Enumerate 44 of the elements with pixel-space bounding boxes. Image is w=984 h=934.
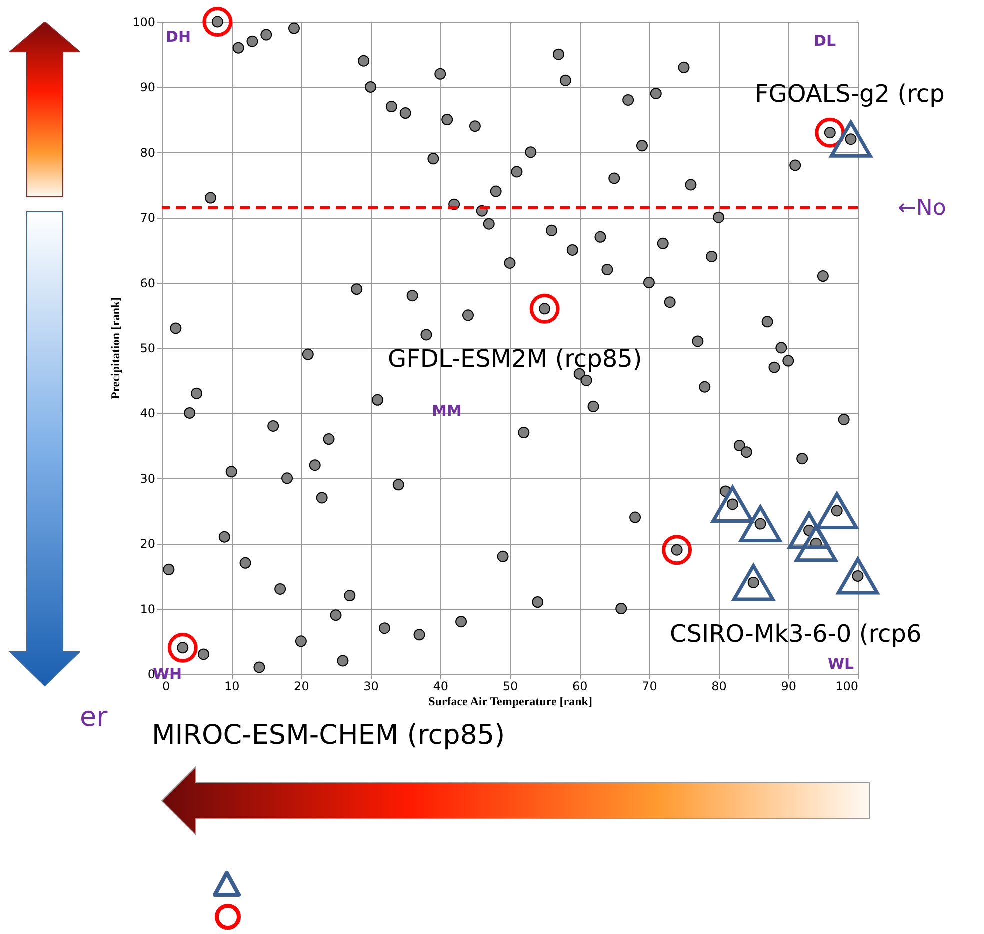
x-tick-label: 30 — [364, 680, 379, 694]
y-tick-label: 50 — [140, 342, 156, 356]
text: er — [80, 702, 108, 733]
point — [795, 525, 838, 562]
annotation: DH — [166, 28, 192, 46]
y-axis-title: Precipitation [rank] — [108, 297, 123, 400]
point — [739, 506, 782, 543]
x-tick-label: 50 — [502, 680, 518, 694]
x-tick-label: 40 — [433, 680, 449, 694]
x-axis-title: Surface Air Temperature [rank] — [428, 694, 592, 708]
x-tick-label: 20 — [294, 680, 310, 694]
annotation: DL — [814, 32, 836, 50]
point — [168, 632, 198, 663]
point — [202, 7, 233, 37]
x-tick-label: 60 — [572, 680, 588, 694]
y-tick-label: 40 — [140, 406, 156, 421]
point — [530, 294, 560, 324]
x-tick-label: 10 — [224, 680, 240, 694]
x-tick-label: 70 — [642, 680, 658, 694]
annotation: WL — [828, 655, 854, 673]
point — [662, 535, 692, 566]
x-tick-label: 100 — [836, 680, 858, 694]
y-tick-label: 80 — [140, 146, 156, 160]
annotation: FGOALS-g2 (rcp — [755, 80, 945, 108]
point — [830, 120, 872, 158]
x-tick-label: 80 — [712, 680, 727, 694]
y-tick-label: 60 — [140, 276, 156, 290]
annotation: GFDL-ESM2M (rcp85) — [388, 345, 642, 373]
point — [788, 512, 830, 550]
point — [816, 492, 858, 530]
y-tick-label: 10 — [140, 602, 156, 616]
y-tick-label: 30 — [140, 472, 156, 486]
point — [836, 558, 880, 595]
y-tick-label: 70 — [140, 211, 156, 226]
point — [712, 486, 754, 523]
x-tick-label: 90 — [781, 680, 797, 694]
annotation: CSIRO-Mk3-6-0 (rcp6 — [670, 620, 922, 648]
text: MIROC-ESM-CHEM (rcp85) — [152, 720, 506, 751]
point — [732, 564, 775, 602]
ref-line-label: ←No — [898, 196, 946, 221]
y-tick-label: 100 — [132, 16, 156, 30]
y-tick-label: 20 — [140, 537, 156, 552]
y-tick-label: 90 — [140, 80, 156, 95]
annotation: MM — [432, 402, 462, 420]
